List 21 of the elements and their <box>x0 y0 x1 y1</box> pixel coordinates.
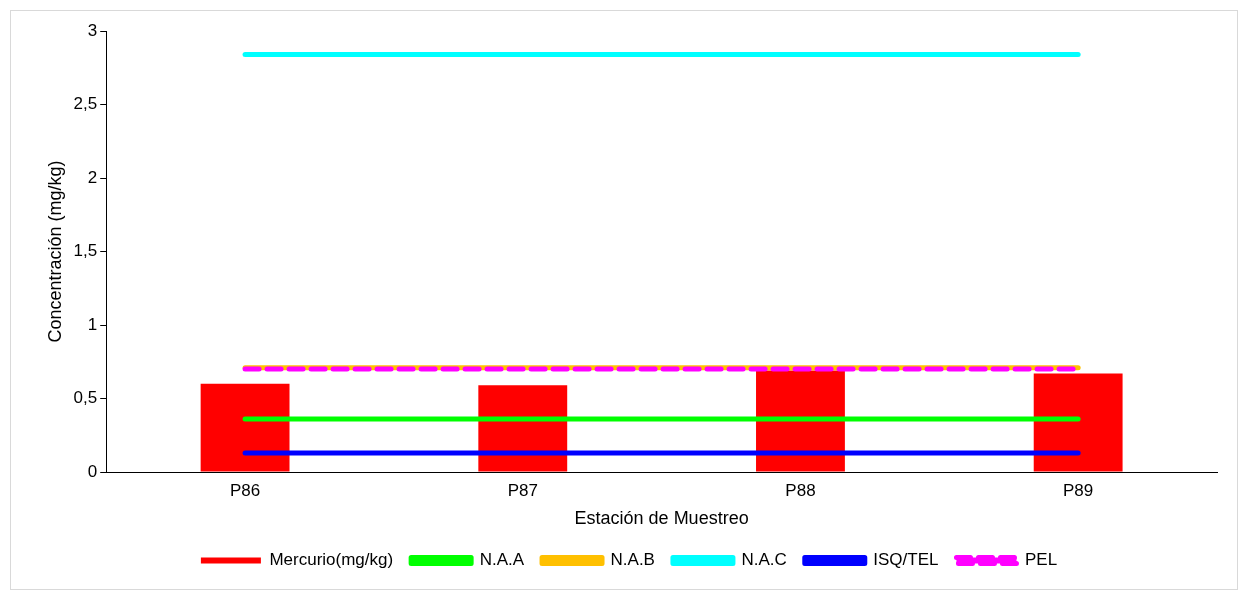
x-tick-label: P89 <box>1063 480 1094 500</box>
x-tick-label: P87 <box>507 480 538 500</box>
y-axis-title: Concentración (mg/kg) <box>44 160 65 343</box>
y-tick-label: 2,5 <box>73 94 98 114</box>
y-tick-label: 3 <box>87 20 98 40</box>
legend-label: N.A.C <box>741 550 787 570</box>
bar <box>200 383 290 472</box>
legend-label: ISQ/TEL <box>873 550 939 570</box>
x-axis-title: Estación de Muestreo <box>574 508 749 529</box>
y-tick-label: 0 <box>87 461 98 481</box>
legend-label: N.A.B <box>610 550 655 570</box>
y-tick-label: 1,5 <box>73 241 98 261</box>
bar <box>1033 373 1123 472</box>
y-tick-label: 0,5 <box>73 388 98 408</box>
legend-label: N.A.A <box>479 550 525 570</box>
x-tick-label: P86 <box>229 480 261 500</box>
y-tick-label: 2 <box>87 167 98 187</box>
legend-label: PEL <box>1024 550 1058 570</box>
x-tick-label: P88 <box>785 480 816 500</box>
legend-label: Mercurio(mg/kg) <box>269 550 394 570</box>
y-tick-label: 1 <box>87 314 98 334</box>
